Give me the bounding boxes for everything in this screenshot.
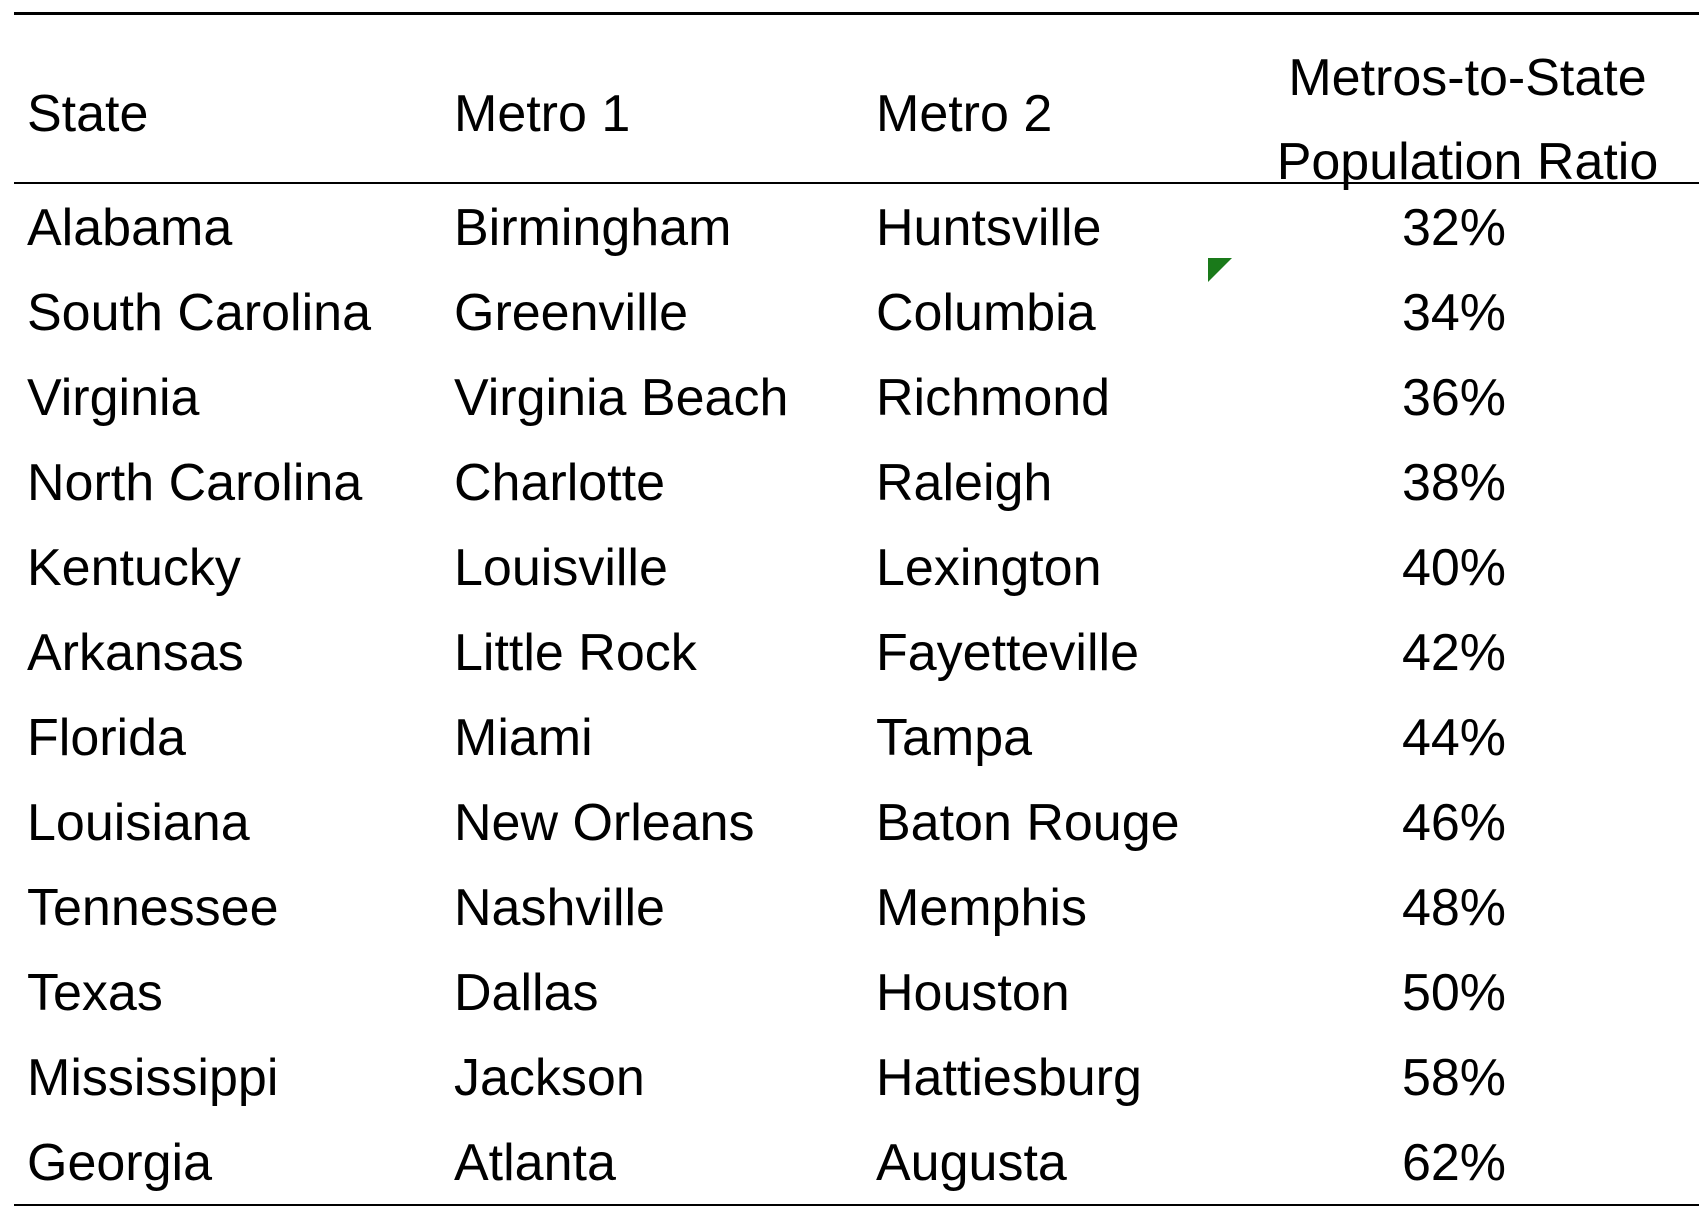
cell-state[interactable]: Georgia	[27, 1134, 212, 1192]
cell-state[interactable]: Mississippi	[27, 1049, 279, 1107]
cell-metro-1[interactable]: New Orleans	[454, 794, 755, 852]
header-metro-1[interactable]: Metro 1	[454, 85, 631, 143]
cell-metro-1[interactable]: Virginia Beach	[454, 369, 789, 427]
table-row: Virginia Virginia Beach Richmond 36%	[14, 368, 1699, 453]
header-metro-2[interactable]: Metro 2	[876, 85, 1053, 143]
cell-metro-2[interactable]: Raleigh	[876, 454, 1053, 512]
table-header: State Metro 1 Metro 2 Metros-to-State Po…	[14, 12, 1699, 191]
cell-state[interactable]: North Carolina	[27, 454, 363, 512]
table-top-border	[14, 12, 1699, 15]
table-row: Mississippi Jackson Hattiesburg 58%	[14, 1048, 1699, 1133]
table-row: Alabama Birmingham Huntsville 32%	[14, 198, 1699, 283]
cell-metro-1[interactable]: Charlotte	[454, 454, 665, 512]
cell-ratio[interactable]: 44%	[1401, 709, 1507, 767]
cell-state[interactable]: Alabama	[27, 199, 233, 257]
cell-metro-1[interactable]: Dallas	[454, 964, 599, 1022]
table-row: Tennessee Nashville Memphis 48%	[14, 878, 1699, 963]
cell-metro-1[interactable]: Little Rock	[454, 624, 697, 682]
cell-state[interactable]: Louisiana	[27, 794, 250, 852]
cell-ratio[interactable]: 46%	[1401, 794, 1507, 852]
cell-metro-2[interactable]: Lexington	[876, 539, 1102, 597]
cell-metro-2[interactable]: Baton Rouge	[876, 794, 1180, 852]
cell-metro-1[interactable]: Louisville	[454, 539, 668, 597]
cell-metro-1[interactable]: Nashville	[454, 879, 665, 937]
table-row: Kentucky Louisville Lexington 40%	[14, 538, 1699, 623]
cell-state[interactable]: South Carolina	[27, 284, 371, 342]
cell-metro-2[interactable]: Tampa	[876, 709, 1033, 767]
comment-indicator-icon[interactable]	[1208, 258, 1232, 282]
cell-ratio[interactable]: 40%	[1401, 539, 1507, 597]
cell-ratio[interactable]: 58%	[1401, 1049, 1507, 1107]
table-row: Texas Dallas Houston 50%	[14, 963, 1699, 1048]
cell-metro-2[interactable]: Augusta	[876, 1134, 1067, 1192]
cell-ratio[interactable]: 38%	[1401, 454, 1507, 512]
cell-metro-2[interactable]: Hattiesburg	[876, 1049, 1142, 1107]
cell-ratio[interactable]: 62%	[1401, 1134, 1507, 1192]
table-body: Alabama Birmingham Huntsville 32% South Caro…	[14, 198, 1699, 1218]
header-population-ratio[interactable]: Metros-to-State Population Ratio	[1236, 36, 1699, 204]
cell-metro-1[interactable]: Birmingham	[454, 199, 732, 257]
cell-ratio[interactable]: 34%	[1401, 284, 1507, 342]
cell-metro-2[interactable]: Columbia	[876, 284, 1096, 342]
table-row: Louisiana New Orleans Baton Rouge 46%	[14, 793, 1699, 878]
cell-state[interactable]: Florida	[27, 709, 186, 767]
cell-ratio[interactable]: 48%	[1401, 879, 1507, 937]
cell-metro-1[interactable]: Miami	[454, 709, 593, 767]
table-row: Arkansas Little Rock Fayetteville 42%	[14, 623, 1699, 708]
cell-metro-1[interactable]: Atlanta	[454, 1134, 616, 1192]
cell-metro-2[interactable]: Richmond	[876, 369, 1111, 427]
cell-metro-2[interactable]: Memphis	[876, 879, 1087, 937]
cell-metro-2[interactable]: Houston	[876, 964, 1070, 1022]
cell-ratio[interactable]: 32%	[1401, 199, 1507, 257]
header-ratio-line-1: Metros-to-State	[1288, 49, 1647, 107]
cell-ratio[interactable]: 36%	[1401, 369, 1507, 427]
cell-ratio[interactable]: 50%	[1401, 964, 1507, 1022]
cell-state[interactable]: Tennessee	[27, 879, 279, 937]
cell-state[interactable]: Virginia	[27, 369, 200, 427]
table-row: Georgia Atlanta Augusta 62%	[14, 1133, 1699, 1218]
cell-metro-2[interactable]: Fayetteville	[876, 624, 1139, 682]
cell-state[interactable]: Texas	[27, 964, 163, 1022]
cell-state[interactable]: Kentucky	[27, 539, 241, 597]
cell-metro-1[interactable]: Jackson	[454, 1049, 645, 1107]
cell-ratio[interactable]: 42%	[1401, 624, 1507, 682]
table-row: Florida Miami Tampa 44%	[14, 708, 1699, 793]
table-bottom-border	[14, 1204, 1699, 1206]
table-row: South Carolina Greenville Columbia 34%	[14, 283, 1699, 368]
cell-metro-1[interactable]: Greenville	[454, 284, 689, 342]
cell-state[interactable]: Arkansas	[27, 624, 244, 682]
table-row: North Carolina Charlotte Raleigh 38%	[14, 453, 1699, 538]
header-ratio-line-2: Population Ratio	[1276, 133, 1659, 191]
header-state[interactable]: State	[27, 85, 149, 143]
cell-metro-2[interactable]: Huntsville	[876, 199, 1102, 257]
header-bottom-border	[14, 182, 1699, 184]
